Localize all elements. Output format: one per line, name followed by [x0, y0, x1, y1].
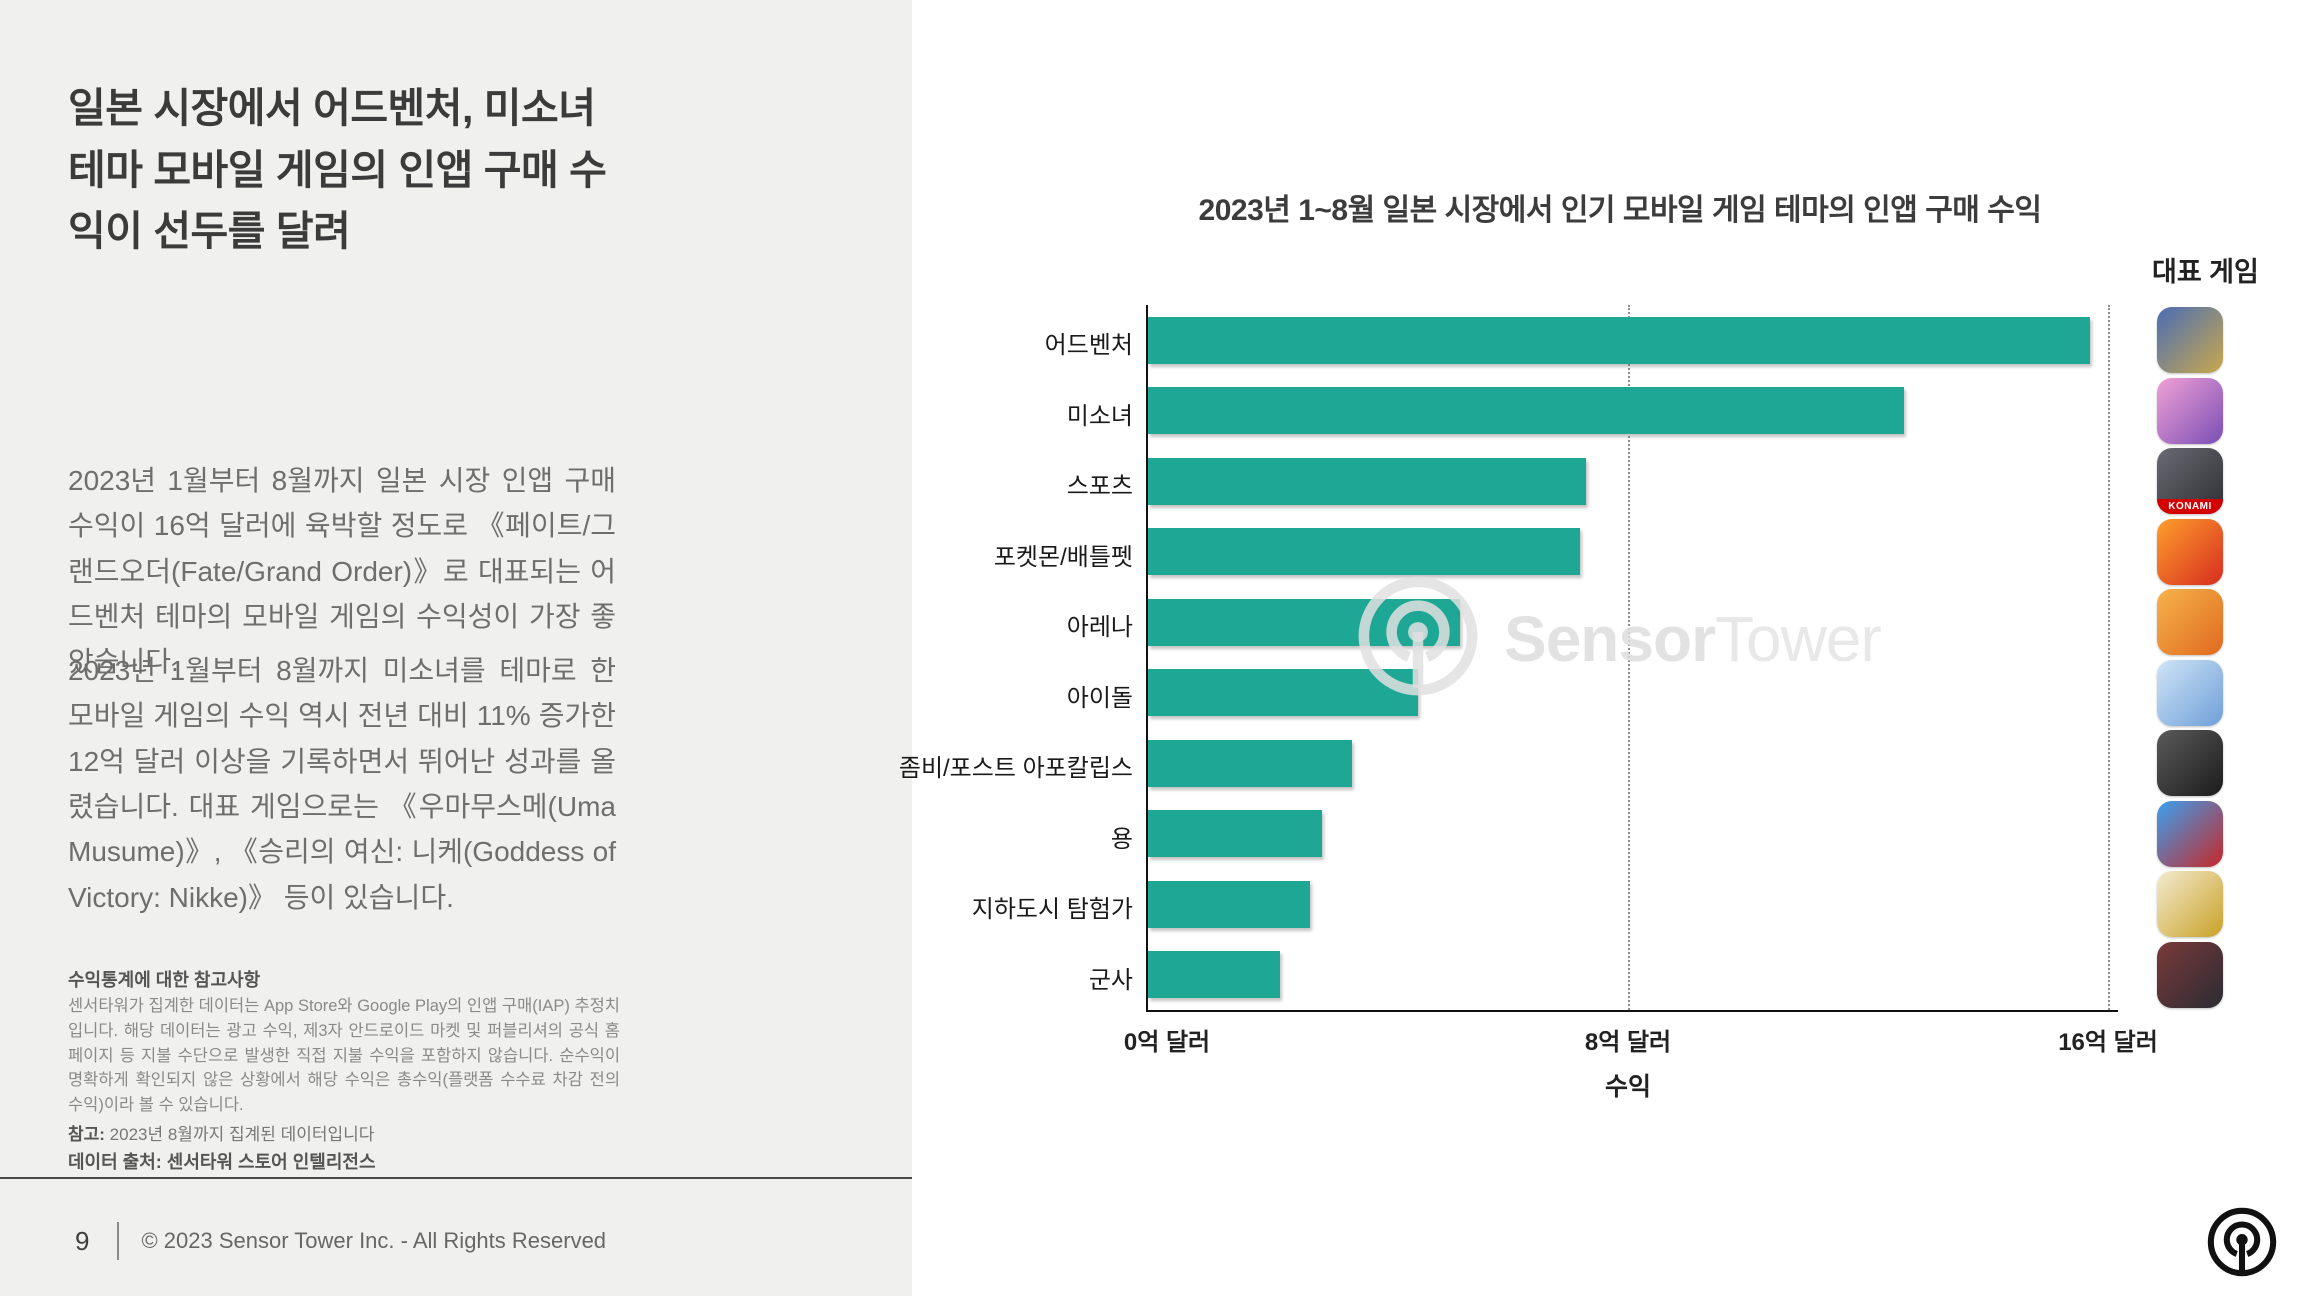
monster-strike-app-icon — [2157, 518, 2223, 585]
revenue-bar — [1148, 387, 1904, 435]
notes-heading: 수익통계에 대한 참고사항 — [68, 970, 261, 990]
bar-row: 좀비/포스트 아포칼립스 — [899, 728, 2108, 799]
revenue-bar — [1148, 669, 1418, 717]
revenue-bar — [1148, 880, 1310, 928]
revenue-bar — [1148, 457, 1586, 505]
notes-body: 센서타워가 집계한 데이터는 App Store와 Google Play의 인… — [68, 997, 620, 1114]
body-paragraph-1: 2023년 1월부터 8월까지 일본 시장 인앱 구매 수익이 16억 달러에 … — [68, 465, 616, 678]
page-title: 일본 시장에서 어드벤처, 미소녀 테마 모바일 게임의 인앱 구매 수익이 선… — [68, 85, 607, 254]
baseball-konami-app-icon: KONAMI — [2157, 448, 2223, 515]
page-number: 9 — [75, 1225, 90, 1256]
category-label: 아이돌 — [1066, 684, 1133, 712]
gold-luffy-app-icon — [2157, 871, 2223, 938]
data-source-line: 데이터 출처: 센서타워 스토어 인텔리전스 — [68, 1152, 376, 1172]
idol-game-app-icon — [2157, 659, 2223, 726]
body-paragraph-2: 2023년 1월부터 8월까지 미소녀를 테마로 한 모바일 게임의 수익 역시… — [68, 655, 616, 913]
left-text-panel: 일본 시장에서 어드벤처, 미소녀 테마 모바일 게임의 인앱 구매 수익이 선… — [0, 0, 912, 1296]
category-label: 아레나 — [1066, 614, 1133, 642]
category-label: 좀비/포스트 아포칼립스 — [898, 755, 1133, 783]
bar-row: 포켓몬/배틀펫 — [994, 517, 2108, 588]
uma-musume-app-icon — [2157, 377, 2223, 444]
remark-line: 참고: 2023년 8월까지 집계된 데이터입니다 — [68, 1120, 616, 1145]
y-axis-line — [1146, 305, 1148, 1012]
bar-row: 군사 — [1089, 940, 2108, 1011]
bar-row: 미소녀 — [1067, 376, 2108, 447]
remark-text: 2023년 8월까지 집계된 데이터입니다 — [104, 1125, 375, 1144]
bar-row: 용 — [1111, 799, 2108, 870]
x-tick-label: 16억 달러 — [2058, 1029, 2158, 1056]
footer: 9 © 2023 Sensor Tower Inc. - All Rights … — [75, 1222, 606, 1260]
legend-label: 대표 게임 — [2152, 257, 2259, 287]
one-piece-treasure-cruise-app-icon — [2157, 589, 2223, 656]
category-label: 포켓몬/배틀펫 — [993, 543, 1133, 571]
category-label: 스포츠 — [1066, 473, 1133, 501]
revenue-bar — [1148, 810, 1322, 858]
puzzle-and-dragons-app-icon — [2157, 800, 2223, 867]
category-label: 미소녀 — [1066, 402, 1133, 430]
revenue-bar — [1148, 316, 2090, 364]
x-tick-label: 8억 달러 — [1584, 1029, 1672, 1056]
revenue-bar — [1148, 528, 1580, 576]
remark-label: 참고: — [68, 1125, 105, 1144]
sensor-tower-logo-icon — [2204, 1204, 2280, 1280]
category-label: 지하도시 탐험가 — [971, 896, 1133, 924]
category-label: 어드벤처 — [1044, 332, 1133, 360]
bar-row: 스포츠 — [1067, 446, 2108, 517]
category-label: 군사 — [1088, 966, 1133, 994]
gridline-16 — [2108, 305, 2110, 1010]
resident-evil-collab-app-icon — [2157, 730, 2223, 797]
bar-row: 지하도시 탐험가 — [972, 869, 2108, 940]
category-label: 용 — [1110, 825, 1133, 853]
gridline-8 — [1628, 305, 1630, 1010]
x-axis-title: 수익 — [1604, 1073, 1651, 1101]
bar-row: 어드벤처 — [1045, 305, 2108, 376]
chart-title: 2023년 1~8월 일본 시장에서 인기 모바일 게임 테마의 인앱 구매 수… — [1198, 194, 2042, 227]
revenue-bar — [1148, 739, 1352, 787]
revenue-bar — [1148, 598, 1460, 646]
x-axis-line — [1146, 1010, 2118, 1012]
footer-vertical-divider — [117, 1222, 120, 1260]
fate-grand-order-app-icon — [2157, 307, 2223, 374]
footer-divider-rule — [0, 1177, 912, 1179]
revenue-bar — [1148, 951, 1280, 999]
x-tick-label: 0억 달러 — [1123, 1029, 1211, 1056]
copyright-text: © 2023 Sensor Tower Inc. - All Rights Re… — [141, 1228, 607, 1253]
military-fate-collab-app-icon — [2157, 941, 2223, 1008]
icon-badge-text: KONAMI — [2157, 499, 2223, 515]
